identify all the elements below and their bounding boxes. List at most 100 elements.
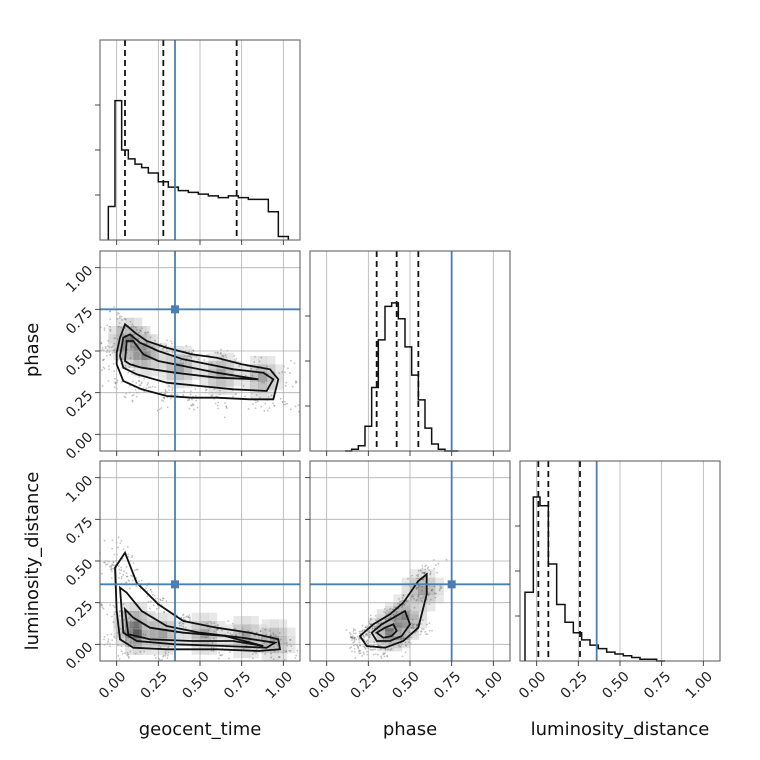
luminosity_distance_vs_geocent_time-scatter-point xyxy=(132,627,135,630)
luminosity_distance_vs_geocent_time-scatter-point xyxy=(166,657,169,659)
phase_vs_geocent_time-scatter-point xyxy=(149,336,152,339)
luminosity_distance_vs_phase-scatter-point xyxy=(365,640,368,643)
luminosity_distance_vs_geocent_time-scatter-point xyxy=(110,577,113,579)
phase_vs_geocent_time-scatter-point xyxy=(176,393,179,396)
luminosity_distance_vs_phase-scatter-point xyxy=(348,647,351,650)
luminosity_distance_vs_geocent_time-scatter-point xyxy=(210,646,213,649)
marks-layer xyxy=(100,40,665,662)
luminosity_distance_vs_geocent_time-density-cell xyxy=(250,616,259,625)
luminosity_distance_vs_geocent_time-scatter-point xyxy=(227,631,229,634)
luminosity_distance_vs_geocent_time-scatter-point xyxy=(231,633,233,636)
luminosity_distance_vs_geocent_time-density-cell xyxy=(166,637,176,647)
luminosity_distance_vs_phase-scatter-point xyxy=(352,628,355,630)
phase_vs_geocent_time-scatter-point xyxy=(131,380,134,383)
phase_vs_geocent_time-scatter-point xyxy=(127,371,130,374)
phase_vs_geocent_time-density-cell xyxy=(266,364,276,374)
luminosity_distance_vs_phase-scatter-point xyxy=(388,608,391,611)
luminosity_distance_vs_geocent_time-scatter-point xyxy=(127,636,130,639)
phase_vs_geocent_time-scatter-point xyxy=(147,386,150,389)
luminosity_distance_vs_geocent_time-density-cell xyxy=(191,637,201,647)
phase_vs_geocent_time-scatter-point xyxy=(103,358,106,361)
luminosity_distance_vs_phase-density-cell xyxy=(418,586,428,595)
luminosity_distance_vs_geocent_time-density-cell xyxy=(141,612,151,622)
luminosity_distance_vs_phase-scatter-point xyxy=(354,650,356,653)
phase_vs_geocent_time-scatter-point xyxy=(233,358,236,361)
luminosity_distance_vs_geocent_time-scatter-point xyxy=(112,561,115,564)
luminosity_distance_vs_geocent_time-scatter-point xyxy=(189,617,191,620)
phase_vs_geocent_time-scatter-point xyxy=(112,345,114,348)
phase_vs_geocent_time-scatter-point xyxy=(263,410,266,412)
luminosity_distance_vs_phase-scatter-point xyxy=(383,611,386,613)
x-axis-label-phase: phase xyxy=(383,719,437,740)
luminosity_distance_vs_geocent_time-scatter-point xyxy=(101,572,104,575)
phase_vs_geocent_time-scatter-point xyxy=(134,388,137,391)
luminosity_distance_vs_phase-density-cell xyxy=(401,619,411,629)
luminosity_distance_vs_geocent_time-density-cell xyxy=(270,627,279,637)
luminosity_distance_vs_geocent_time-scatter-point xyxy=(124,582,127,584)
luminosity_distance_vs_geocent_time-density-cell xyxy=(261,644,271,654)
luminosity_distance_vs_geocent_time-density-cell xyxy=(183,637,193,647)
luminosity_distance_vs_phase-scatter-point xyxy=(421,564,424,567)
phase_vs_geocent_time-density-cell xyxy=(158,354,168,364)
phase_vs_geocent_time-contour-1 xyxy=(119,333,275,392)
phase_vs_geocent_time-density-cell xyxy=(133,334,143,344)
luminosity_distance_vs_geocent_time-scatter-point xyxy=(103,635,106,638)
luminosity_distance_vs_geocent_time-scatter-point xyxy=(126,545,129,548)
phase_vs_geocent_time-density-cell xyxy=(233,369,243,379)
luminosity_distance_vs_geocent_time-density-cell xyxy=(166,612,176,622)
luminosity_distance_vs_phase-density-cell xyxy=(418,611,428,620)
luminosity_distance_vs_phase-density-cell xyxy=(376,609,386,619)
luminosity_distance_vs_phase-scatter-point xyxy=(437,562,440,565)
phase_vs_geocent_time-density-cell xyxy=(125,351,134,360)
luminosity_distance_vs_geocent_time-scatter-point xyxy=(274,634,277,637)
luminosity_distance_vs_geocent_time-scatter-point xyxy=(278,655,281,658)
luminosity_distance_vs_geocent_time-density-cell xyxy=(241,649,251,659)
luminosity_distance_vs_geocent_time-scatter-point xyxy=(113,564,116,567)
phase_vs_geocent_time-scatter-point xyxy=(217,407,219,410)
phase_vs_geocent_time-density-cell xyxy=(150,351,159,360)
luminosity_distance_vs_phase-scatter-point xyxy=(403,603,406,606)
luminosity_distance_vs_geocent_time-scatter-point xyxy=(104,563,107,566)
luminosity_distance_vs_phase-scatter-point xyxy=(407,577,409,580)
phase_vs_geocent_time-scatter-point xyxy=(294,380,297,383)
phase_vs_geocent_time-scatter-point xyxy=(260,356,263,359)
phase_vs_geocent_time-scatter-point xyxy=(132,393,135,396)
luminosity_distance_vs_geocent_time-scatter-point xyxy=(235,634,237,637)
luminosity_distance_vs_phase-scatter-point xyxy=(401,655,404,658)
phase_vs_geocent_time-density-cell xyxy=(250,364,259,374)
luminosity_distance_vs_phase-density-cell xyxy=(401,586,411,595)
luminosity_distance_vs_phase-scatter-point xyxy=(422,571,425,574)
luminosity_distance_vs_phase-scatter-point xyxy=(421,589,423,592)
luminosity_distance_vs_geocent_time-scatter-point xyxy=(283,659,286,661)
luminosity_distance_vs_geocent_time-scatter-point xyxy=(184,626,187,629)
phase_vs_geocent_time-scatter-point xyxy=(186,399,189,402)
luminosity_distance_vs_phase-scatter-point xyxy=(401,604,404,607)
luminosity_distance_vs_phase-scatter-point xyxy=(358,632,361,635)
phase_vs_geocent_time-scatter-point xyxy=(197,358,200,361)
luminosity_distance_vs_phase-scatter-point xyxy=(419,623,422,625)
luminosity_distance_vs_geocent_time-scatter-point xyxy=(185,616,187,618)
phase_vs_geocent_time-scatter-point xyxy=(218,393,221,396)
luminosity_distance_vs_phase-scatter-point xyxy=(359,649,362,652)
phase_vs_geocent_time-scatter-point xyxy=(106,354,108,357)
luminosity_distance_vs_phase-scatter-point xyxy=(374,619,377,622)
phase_vs_geocent_time-scatter-point xyxy=(117,312,120,315)
luminosity_distance_vs_geocent_time-scatter-point xyxy=(140,579,143,582)
phase_vs_geocent_time-scatter-point xyxy=(168,385,170,387)
luminosity_distance_vs_geocent_time-scatter-point xyxy=(260,637,263,640)
luminosity_distance_vs_geocent_time-density-cell xyxy=(116,637,126,647)
phase_vs_geocent_time-scatter-point xyxy=(214,351,217,354)
phase_vs_geocent_time-scatter-point xyxy=(116,317,119,320)
luminosity_distance_vs_phase-scatter-point xyxy=(386,609,388,612)
phase_vs_geocent_time-scatter-point xyxy=(278,371,281,374)
x-axis-label-luminosity-distance: luminosity_distance xyxy=(531,719,710,740)
luminosity_distance_vs_phase-scatter-point xyxy=(363,645,366,648)
luminosity_distance_vs_phase-scatter-point xyxy=(357,645,359,648)
luminosity_distance_vs_phase-scatter-point xyxy=(389,607,392,610)
phase_vs_geocent_time-scatter-point xyxy=(124,364,127,367)
phase_vs_geocent_time-scatter-point xyxy=(108,351,111,353)
phase_vs_geocent_time-density-cell xyxy=(258,372,268,382)
phase_vs_geocent_time-scatter-point xyxy=(162,396,165,399)
luminosity_distance_vs_geocent_time-scatter-point xyxy=(110,565,113,567)
luminosity_distance_vs_phase-scatter-point xyxy=(410,636,413,639)
